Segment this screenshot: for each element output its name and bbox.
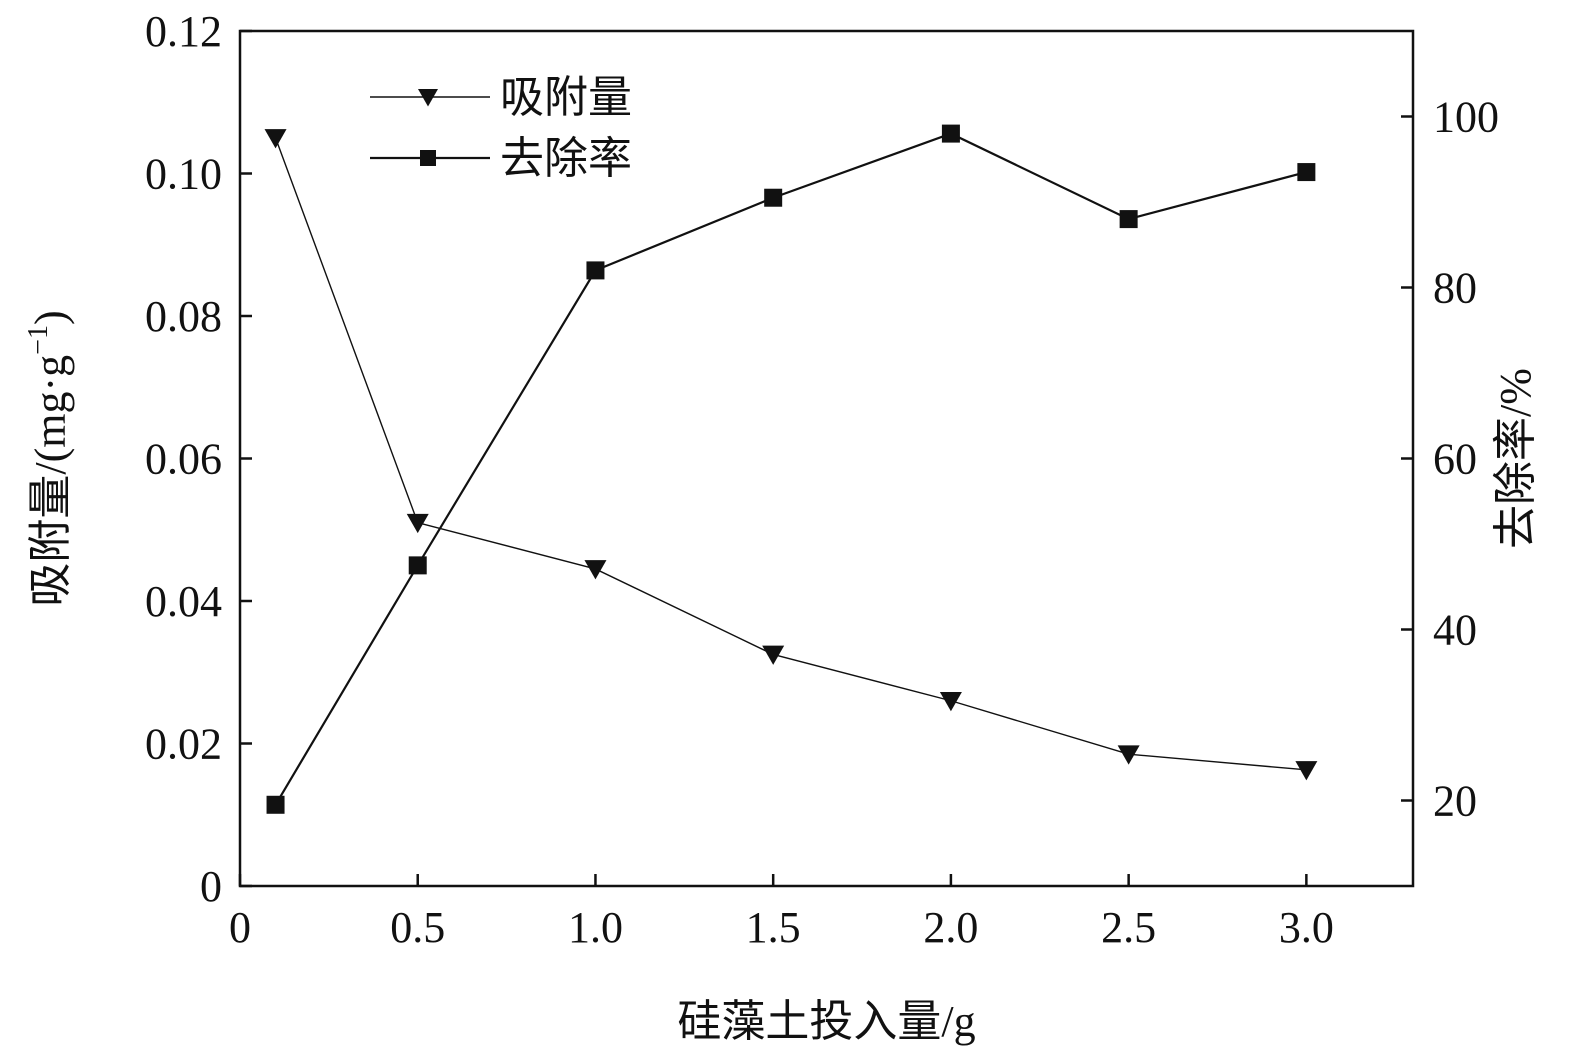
data-point [762, 645, 785, 665]
y-right-tick-label: 40 [1433, 606, 1477, 655]
y-left-tick-label: 0.06 [145, 435, 222, 484]
x-tick-label: 1.0 [568, 903, 623, 952]
data-point [941, 124, 960, 143]
x-axis-title: 硅藻土投入量/g [677, 997, 975, 1046]
axes: 0 0.5 1.0 1.5 2.0 2.5 3.0 0 0.02 0.04 0.06 0.08 0.10… [23, 7, 1540, 1046]
legend-marker [420, 150, 436, 166]
x-tick-label: 0.5 [390, 903, 445, 952]
data-point [584, 560, 607, 580]
y-right-tick-label: 60 [1433, 435, 1477, 484]
y-left-tick-label: 0 [200, 862, 222, 911]
data-point [406, 513, 429, 534]
data-point [764, 188, 783, 207]
data-point [586, 261, 605, 280]
series-layer [264, 124, 1318, 814]
y-left-tick-label: 0.12 [145, 7, 222, 56]
y-right-tick-label: 20 [1433, 777, 1477, 826]
data-point [1297, 163, 1316, 182]
series-line [274, 137, 1307, 771]
y-left-tick-label: 0.10 [145, 150, 222, 199]
y-left-axis-title: 吸附量/(mg·g−1) [23, 310, 75, 606]
data-point [1295, 761, 1318, 781]
x-tick-label: 0 [229, 903, 251, 952]
legend-label: 去除率 [500, 134, 632, 183]
x-tick-label: 2.5 [1101, 903, 1156, 952]
y-left-tick-label: 0.02 [145, 720, 222, 769]
y-right-tick-label: 80 [1433, 264, 1477, 313]
series-2 [266, 124, 1316, 814]
data-point [408, 556, 427, 575]
y-right-axis-title: 去除率/% [1491, 368, 1540, 549]
data-point [1119, 210, 1138, 229]
data-point [264, 129, 287, 149]
legend-entry: 吸附量 [370, 73, 632, 122]
series-1 [264, 129, 1318, 781]
y-left-tick-label: 0.08 [145, 292, 222, 341]
x-tick-label: 2.0 [923, 903, 978, 952]
x-tick-label: 3.0 [1279, 903, 1334, 952]
y-left-tick-label: 0.04 [145, 577, 222, 626]
legend-label: 吸附量 [500, 73, 632, 122]
data-point [266, 795, 285, 814]
data-point [1117, 745, 1140, 765]
x-tick-label: 1.5 [746, 903, 801, 952]
legend-entry: 去除率 [370, 134, 632, 183]
data-point [939, 691, 962, 712]
legend-marker [418, 89, 438, 107]
y-right-tick-label: 100 [1433, 93, 1499, 142]
plot-frame [238, 29, 1415, 888]
series-line [274, 132, 1307, 806]
